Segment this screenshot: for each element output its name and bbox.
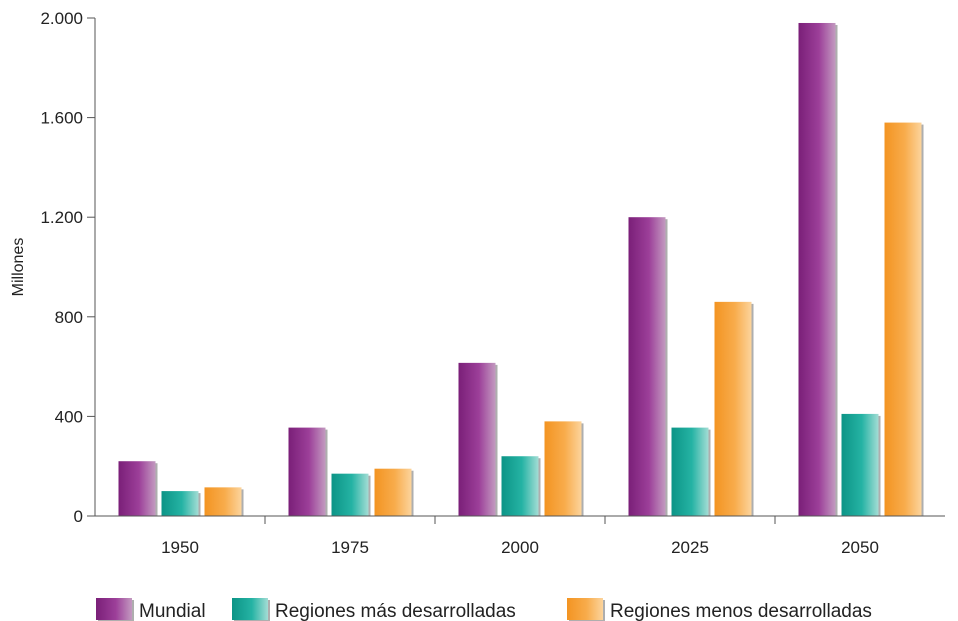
y-axis-ticks: 0 400 800 1.200 1.600 2.000	[40, 9, 95, 526]
x-tick-label: 1975	[331, 538, 369, 557]
legend-item: Mundial	[96, 598, 206, 621]
bar-mas-desarrolladas	[331, 473, 369, 516]
bar-mas-desarrolladas	[841, 413, 879, 516]
plot-area: 0 400 800 1.200 1.600 2.000 1950 1975 2000 2025 2…	[40, 9, 945, 557]
bar-mundial	[798, 22, 836, 516]
bar-mundial	[628, 217, 666, 516]
legend-label: Regiones más desarrolladas	[275, 601, 516, 621]
bar-menos-desarrolladas	[374, 468, 412, 516]
x-tick-label: 2050	[841, 538, 879, 557]
legend-label: Regiones menos desarrolladas	[610, 601, 872, 621]
x-axis-ticks: 1950 1975 2000 2025 2050	[161, 516, 879, 557]
y-tick-label: 2.000	[40, 9, 83, 28]
legend-swatch	[96, 598, 132, 620]
y-tick-label: 0	[74, 507, 83, 526]
x-tick-label: 2025	[671, 538, 709, 557]
y-tick-label: 800	[55, 308, 83, 327]
legend: Mundial Regiones más desarrolladas Regione…	[96, 598, 872, 621]
y-axis-label: Millones	[10, 238, 27, 297]
bar-menos-desarrolladas	[714, 301, 752, 516]
legend-swatch	[567, 598, 603, 620]
bar-menos-desarrolladas	[544, 421, 582, 516]
bar-mundial	[458, 362, 496, 516]
y-tick-label: 1.600	[40, 109, 83, 128]
bar-mas-desarrolladas	[501, 456, 539, 516]
bar-mundial	[288, 427, 326, 516]
y-tick-label: 1.200	[40, 208, 83, 227]
bar-mas-desarrolladas	[161, 491, 199, 516]
legend-label: Mundial	[139, 601, 206, 621]
legend-item: Regiones más desarrolladas	[232, 598, 516, 621]
y-tick-label: 400	[55, 407, 83, 426]
bar-mas-desarrolladas	[671, 427, 709, 516]
legend-item: Regiones menos desarrolladas	[567, 598, 872, 621]
legend-swatch	[232, 598, 268, 620]
bar-menos-desarrolladas	[204, 487, 242, 516]
bar-menos-desarrolladas	[884, 122, 922, 516]
x-tick-label: 2000	[501, 538, 539, 557]
x-tick-label: 1950	[161, 538, 199, 557]
bars	[118, 22, 924, 516]
bar-mundial	[118, 461, 156, 516]
